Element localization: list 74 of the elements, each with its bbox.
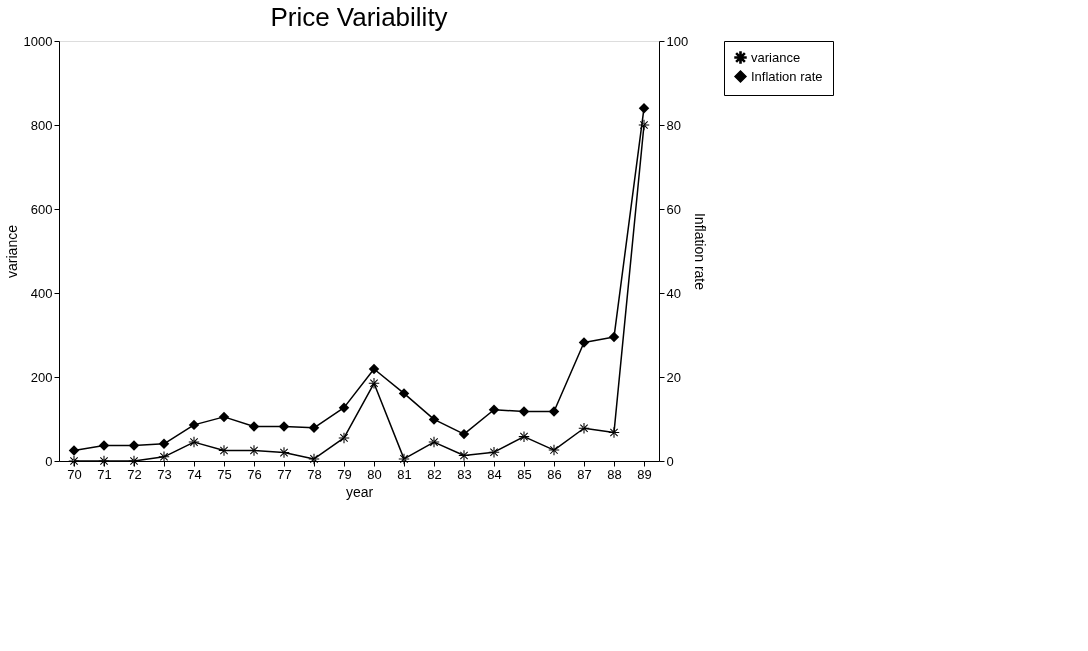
- x-tick-label: 89: [637, 466, 652, 482]
- chart-title: Price Variability: [270, 2, 448, 32]
- y-axis-title: variance: [3, 224, 20, 278]
- point: [548, 406, 560, 417]
- point: [638, 119, 650, 131]
- x-axis-title: year: [345, 483, 374, 500]
- point: [68, 455, 80, 467]
- y-tick-label: 1000: [23, 33, 53, 49]
- point: [608, 331, 620, 343]
- x-tick-label: 83: [457, 466, 472, 482]
- point: [368, 363, 380, 375]
- point: [308, 453, 320, 465]
- point: [278, 447, 290, 458]
- point: [188, 419, 200, 431]
- y-tick-label: 0: [45, 453, 53, 469]
- point: [338, 402, 350, 413]
- y2-tick-label: 20: [666, 369, 681, 385]
- point: [248, 421, 260, 432]
- y2-axis-title: Inflation rate: [692, 212, 709, 291]
- x-tick-label: 74: [187, 466, 202, 482]
- x-tick-label: 87: [577, 466, 592, 482]
- y-tick-label: 800: [30, 117, 53, 133]
- point: [368, 378, 380, 389]
- x-tick-label: 81: [397, 466, 412, 482]
- point: [488, 446, 500, 458]
- x-tick-label: 71: [97, 466, 112, 482]
- point: [128, 440, 140, 451]
- point: [518, 431, 530, 442]
- point: [98, 455, 110, 467]
- x-tick-label: 84: [487, 466, 502, 482]
- point: [578, 337, 590, 348]
- y-tick-label: 600: [30, 201, 53, 217]
- x-tick-label: 75: [217, 466, 232, 482]
- point: [68, 445, 80, 456]
- point: [578, 423, 590, 434]
- y2-tick-label: 0: [666, 453, 674, 469]
- x-tick-label: 77: [277, 466, 292, 482]
- legend-label: variance: [751, 49, 801, 65]
- point: [458, 428, 470, 440]
- point: [188, 436, 200, 448]
- point: [158, 438, 170, 450]
- point: [488, 404, 500, 415]
- point: [398, 388, 410, 399]
- legend-label: Inflation rate: [751, 68, 823, 84]
- x-tick-label: 80: [367, 466, 382, 482]
- y-tick-label: 400: [30, 285, 53, 301]
- x-tick-label: 78: [307, 466, 322, 482]
- x-tick-label: 72: [127, 466, 142, 482]
- point: [278, 421, 290, 432]
- y2-tick-label: 100: [666, 33, 689, 49]
- x-tick-label: 88: [607, 466, 622, 482]
- point: [398, 453, 410, 465]
- x-tick-label: 82: [427, 466, 442, 482]
- point: [638, 102, 650, 114]
- y2-tick-label: 40: [666, 285, 681, 301]
- point: [458, 450, 470, 461]
- x-tick-label: 73: [157, 466, 172, 482]
- x-tick-label: 70: [67, 466, 82, 482]
- x-tick-label: 85: [517, 466, 532, 482]
- x-tick-label: 86: [547, 466, 562, 482]
- point: [338, 432, 350, 444]
- point: [308, 422, 320, 434]
- y2-tick-label: 80: [666, 117, 681, 133]
- point: [548, 444, 560, 456]
- point: [218, 411, 230, 423]
- point: [608, 427, 620, 438]
- y-tick-label: 200: [30, 369, 53, 385]
- point: [428, 414, 440, 425]
- point: [98, 440, 110, 451]
- point: [518, 406, 530, 417]
- y2-tick-label: 60: [666, 201, 681, 217]
- x-tick-label: 79: [337, 466, 352, 482]
- x-tick-label: 76: [247, 466, 262, 482]
- point: [428, 436, 440, 448]
